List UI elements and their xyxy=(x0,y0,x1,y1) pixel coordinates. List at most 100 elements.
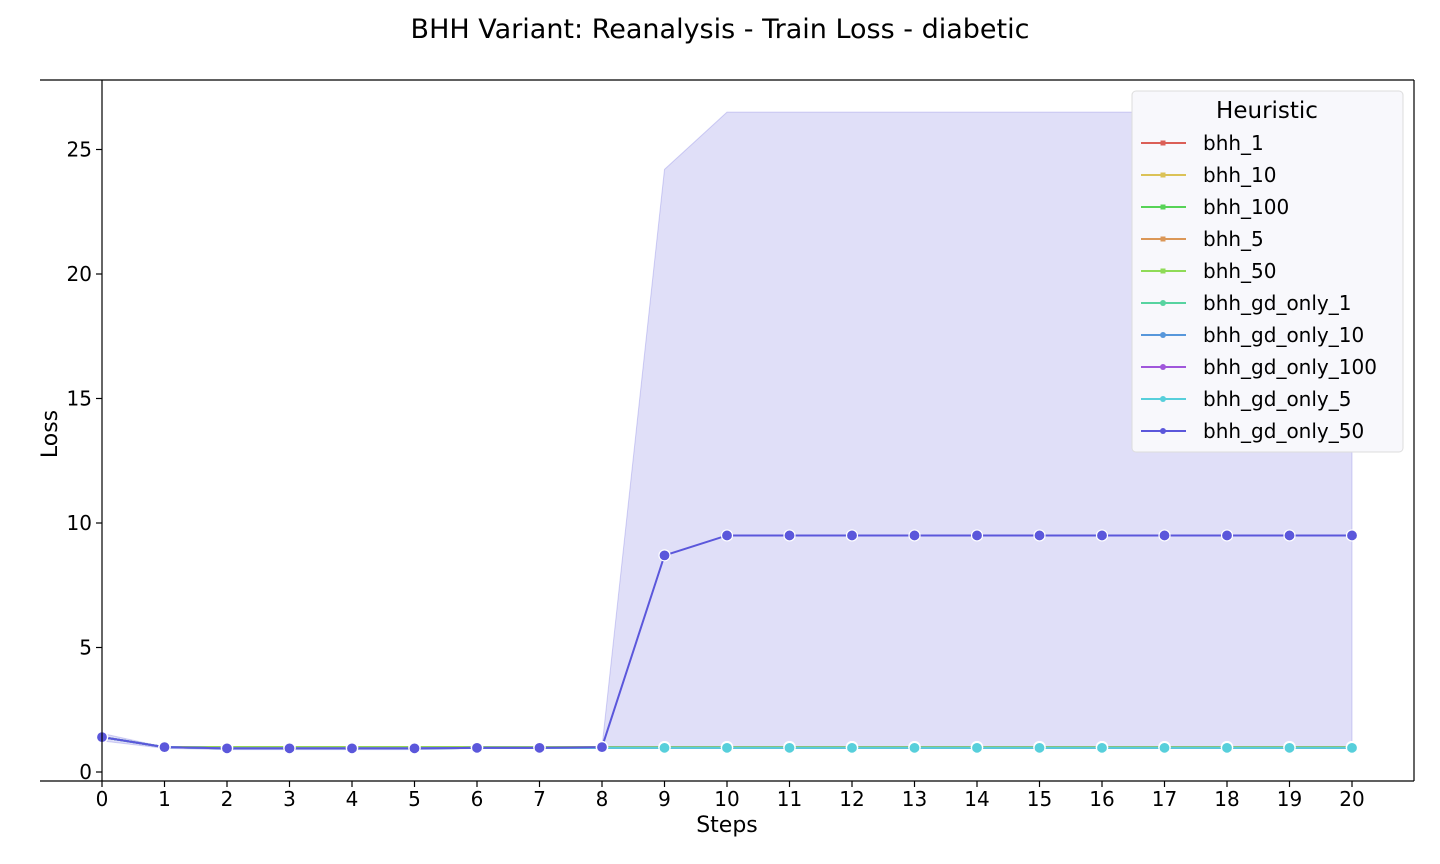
data-point-bhh_gd_only_50 xyxy=(158,740,171,754)
data-point-bhh_gd_only_5 xyxy=(1033,741,1046,754)
data-point-bhh_gd_only_5 xyxy=(1283,741,1296,754)
data-point-bhh_gd_only_50 xyxy=(470,741,484,754)
legend-label: bhh_gd_only_50 xyxy=(1203,419,1364,443)
data-point-bhh_gd_only_50 xyxy=(220,742,234,755)
x-tick-label: 18 xyxy=(1214,787,1239,811)
data-point-bhh_gd_only_50 xyxy=(533,741,546,754)
legend-item: bhh_5 xyxy=(1141,227,1264,251)
data-point-bhh_gd_only_50 xyxy=(1158,529,1171,542)
legend-label: bhh_gd_only_1 xyxy=(1203,291,1351,315)
legend-label: bhh_1 xyxy=(1203,131,1264,155)
x-tick-label: 7 xyxy=(533,787,546,811)
legend-swatch-marker xyxy=(1160,300,1166,306)
legend-swatch-marker xyxy=(1160,332,1166,338)
x-tick-label: 5 xyxy=(408,787,421,811)
legend-swatch-marker xyxy=(1160,140,1166,146)
x-tick-label: 4 xyxy=(346,787,359,811)
legend-item: bhh_gd_only_5 xyxy=(1141,387,1351,411)
legend-swatch-marker xyxy=(1160,268,1166,274)
legend-label: bhh_gd_only_10 xyxy=(1203,323,1364,347)
legend-item: bhh_gd_only_100 xyxy=(1141,355,1377,379)
legend-item: bhh_gd_only_10 xyxy=(1141,323,1364,347)
x-tick-label: 0 xyxy=(96,787,109,811)
legend-swatch-marker xyxy=(1160,428,1166,434)
data-point-bhh_gd_only_50 xyxy=(970,529,984,542)
y-tick-label: 5 xyxy=(79,636,92,660)
legend-item: bhh_1 xyxy=(1141,131,1264,155)
data-point-bhh_gd_only_50 xyxy=(595,740,609,754)
x-tick-label: 14 xyxy=(964,787,989,811)
legend-label: bhh_100 xyxy=(1203,195,1289,219)
data-point-bhh_gd_only_5 xyxy=(908,741,921,754)
legend-swatch-marker xyxy=(1160,364,1166,370)
x-tick-label: 6 xyxy=(471,787,484,811)
legend-swatch-marker xyxy=(1160,236,1166,242)
data-point-bhh_gd_only_5 xyxy=(1345,741,1359,754)
data-point-bhh_gd_only_5 xyxy=(1220,741,1234,754)
chart-title: BHH Variant: Reanalysis - Train Loss - d… xyxy=(411,14,1030,45)
legend-item: bhh_10 xyxy=(1141,163,1277,187)
x-tick-label: 2 xyxy=(221,787,234,811)
y-axis-label: Loss xyxy=(38,410,63,458)
legend-item: bhh_100 xyxy=(1141,195,1289,219)
x-tick-label: 13 xyxy=(902,787,927,811)
x-tick-label: 19 xyxy=(1277,787,1302,811)
data-point-bhh_gd_only_5 xyxy=(1095,741,1109,754)
legend: Heuristic bhh_1bhh_10bhh_100bhh_5bhh_50b… xyxy=(1131,90,1404,453)
data-point-bhh_gd_only_50 xyxy=(1345,529,1359,542)
data-point-bhh_gd_only_50 xyxy=(1095,529,1109,542)
x-tick-label: 10 xyxy=(714,787,739,811)
x-tick-label: 12 xyxy=(839,787,864,811)
data-point-bhh_gd_only_5 xyxy=(783,741,796,754)
legend-swatch-marker xyxy=(1160,396,1166,402)
legend-title: Heuristic xyxy=(1216,98,1318,124)
y-tick-label: 0 xyxy=(79,760,92,784)
y-tick-label: 15 xyxy=(67,387,92,411)
legend-box xyxy=(1131,90,1404,453)
legend-item: bhh_gd_only_50 xyxy=(1141,419,1364,443)
data-point-bhh_gd_only_5 xyxy=(720,741,734,754)
data-point-bhh_gd_only_5 xyxy=(658,741,671,754)
x-tick-label: 11 xyxy=(777,787,802,811)
x-tick-label: 3 xyxy=(283,787,296,811)
legend-swatch-marker xyxy=(1160,204,1166,210)
data-point-bhh_gd_only_5 xyxy=(970,741,984,754)
data-point-bhh_gd_only_50 xyxy=(783,529,796,542)
y-tick-label: 10 xyxy=(67,511,92,535)
y-tick-label: 20 xyxy=(67,262,92,286)
legend-label: bhh_5 xyxy=(1203,227,1264,251)
data-point-bhh_gd_only_50 xyxy=(658,549,671,562)
x-axis-label: Steps xyxy=(696,813,758,838)
data-point-bhh_gd_only_50 xyxy=(345,742,359,755)
data-point-bhh_gd_only_50 xyxy=(1220,529,1234,542)
legend-label: bhh_gd_only_100 xyxy=(1203,355,1377,379)
legend-label: bhh_gd_only_5 xyxy=(1203,387,1351,411)
legend-label: bhh_50 xyxy=(1203,259,1277,283)
data-point-bhh_gd_only_50 xyxy=(1033,529,1046,542)
x-tick-label: 1 xyxy=(158,787,171,811)
axes: 0 1 2 3 4 5 6 7 8 9 10 11 12 13 14 15 16 17 18 19 20 0510152… xyxy=(40,79,1415,811)
x-ticks: 0 1 2 3 4 5 6 7 8 9 10 11 12 13 14 15 16 17 18 19 20 xyxy=(96,781,1365,811)
data-point-bhh_gd_only_50 xyxy=(845,529,859,542)
y-ticks: 0 5 10 15 20 25 xyxy=(67,138,102,784)
legend-item: bhh_gd_only_1 xyxy=(1141,291,1351,315)
x-tick-label: 16 xyxy=(1089,787,1114,811)
legend-swatch-marker xyxy=(1160,172,1166,178)
x-tick-label: 15 xyxy=(1027,787,1052,811)
data-point-bhh_gd_only_50 xyxy=(283,742,296,755)
data-point-bhh_gd_only_5 xyxy=(1158,741,1171,754)
x-tick-label: 20 xyxy=(1339,787,1364,811)
data-point-bhh_gd_only_50 xyxy=(408,742,421,755)
x-tick-label: 9 xyxy=(658,787,671,811)
y-tick-label: 25 xyxy=(67,138,92,162)
legend-item: bhh_50 xyxy=(1141,259,1277,283)
x-tick-label: 17 xyxy=(1152,787,1177,811)
legend-label: bhh_10 xyxy=(1203,163,1277,187)
legend-items: bhh_1 bhh_10 bhh_100 bhh_5 bhh_50 bhh_gd_only… xyxy=(1141,131,1377,443)
data-point-bhh_gd_only_5 xyxy=(845,741,859,754)
data-point-bhh_gd_only_50 xyxy=(908,529,921,542)
data-point-bhh_gd_only_50 xyxy=(1283,529,1296,542)
data-point-bhh_gd_only_50 xyxy=(720,529,734,542)
x-tick-label: 8 xyxy=(596,787,609,811)
